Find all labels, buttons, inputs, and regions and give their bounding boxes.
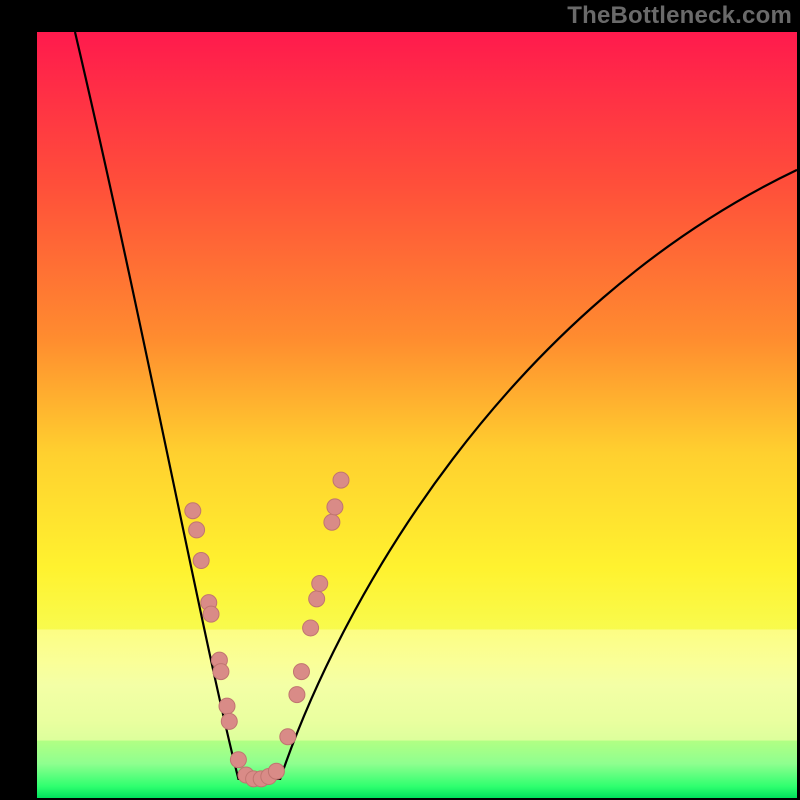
data-marker [293,664,309,680]
data-marker [289,687,305,703]
data-marker [268,763,284,779]
data-marker [230,752,246,768]
data-marker [189,522,205,538]
data-marker [303,620,319,636]
data-marker [333,472,349,488]
data-marker [280,729,296,745]
data-marker [312,576,328,592]
data-marker [213,664,229,680]
watermark-text: TheBottleneck.com [567,2,792,30]
pale-band [37,629,797,740]
chart-container: TheBottleneck.com [0,0,800,800]
data-marker [324,514,340,530]
chart-svg [37,32,797,798]
data-marker [193,553,209,569]
plot-area [37,32,797,798]
data-marker [327,499,343,515]
data-marker [203,606,219,622]
data-marker [309,591,325,607]
data-marker [185,503,201,519]
data-marker [221,713,237,729]
data-marker [219,698,235,714]
